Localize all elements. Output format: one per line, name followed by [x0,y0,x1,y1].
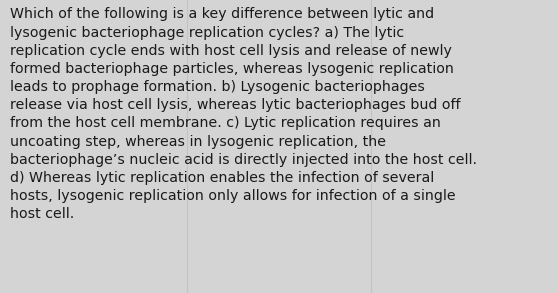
Text: Which of the following is a key difference between lytic and
lysogenic bacteriop: Which of the following is a key differen… [10,7,477,221]
